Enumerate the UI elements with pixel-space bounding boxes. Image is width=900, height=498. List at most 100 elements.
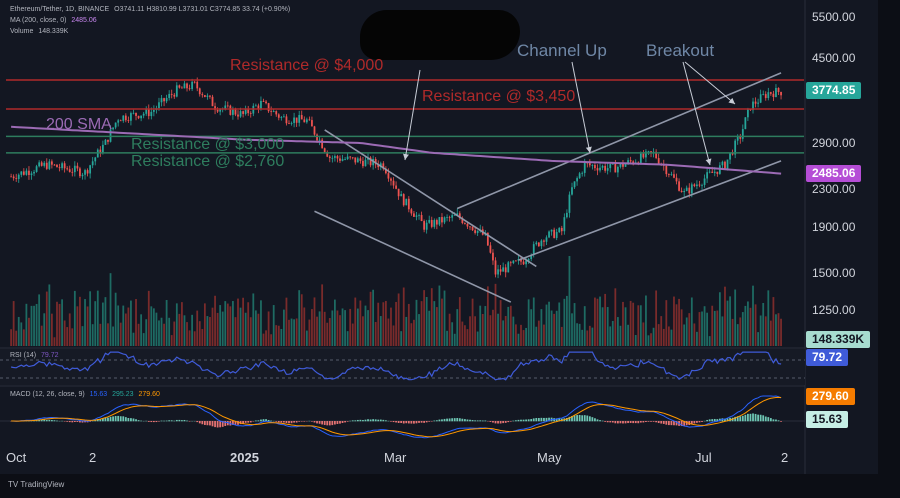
volume-bar [655,290,658,346]
volume-bar [10,329,12,346]
candle-body [137,115,140,119]
candle-body [392,180,395,186]
volume-bar [397,293,400,346]
candle-body [667,174,670,175]
volume-bar [308,319,311,346]
macd-histogram-bar [295,421,298,423]
candle-body [721,161,724,166]
macd-histogram-bar [469,419,471,422]
macd-histogram-bar [244,421,247,423]
candle-body [71,171,74,173]
macd-histogram-bar [665,421,668,425]
volume-bar [318,311,321,346]
macd-histogram-bar [716,419,719,422]
candle-body [76,165,79,169]
candle-body [476,230,479,233]
macd-histogram-bar [739,416,742,422]
volume-bar [690,297,693,346]
candle-body [293,117,295,123]
tradingview-logo: TV TradingView [8,480,64,489]
candle-body [734,140,737,155]
candle-body [10,176,12,178]
volume-bar [747,301,749,346]
candle-body [56,164,58,168]
macd-histogram-bar [591,417,594,422]
candle-body [112,127,114,130]
candle-body [107,139,109,142]
sma-200-line [11,125,782,175]
macd-histogram-bar [645,421,647,422]
volume-bar [33,305,35,346]
candle-body [675,177,678,182]
macd-histogram-bar [581,415,584,422]
macd-histogram-bar [390,421,392,422]
macd-histogram-bar [107,417,109,422]
candle-body [178,85,181,88]
macd-histogram-bar [683,421,686,426]
volume-bar [494,283,497,346]
candle-body [165,97,168,102]
macd-histogram-bar [344,421,346,423]
volume-bar [326,322,329,346]
candle-body [104,139,107,145]
volume-bar [99,323,102,346]
volume-bar [356,308,359,346]
candle-body [466,223,469,227]
macd-histogram-bar [219,421,222,428]
redaction-blob [360,10,520,60]
macd-histogram-bar [198,421,201,424]
volume-bar [142,333,145,346]
volume-bar [532,297,535,346]
volume-bar [466,329,469,346]
macd-histogram-bar [367,419,369,422]
volume-bar [35,303,38,346]
volume-bar [451,322,454,346]
volume-bar [305,330,308,346]
volume-bar [30,305,33,346]
macd-histogram-bar [405,421,408,424]
candle-body [272,111,275,112]
candle-body [359,158,362,161]
macd-histogram-bar [326,421,329,426]
volume-bar [53,337,56,346]
ohlc-values: O3741.11 H3810.99 L3731.01 C3774.85 33.7… [114,6,291,13]
macd-histogram-bar [232,421,234,425]
volume-bar [718,292,721,346]
candle-body [305,119,308,123]
macd-histogram-bar [323,421,326,425]
volume-bar [242,297,244,346]
sma-value-tag: 2485.06 [806,165,862,182]
arrow-breakout-lower [682,61,712,166]
candle-body [729,152,731,160]
macd-histogram-bar [45,420,48,422]
macd-histogram-bar [507,421,510,423]
volume-bar [660,316,663,346]
volume-bar [209,317,211,346]
candle-body [596,168,599,171]
candle-body [244,108,247,114]
candle-body [45,162,48,169]
candle-body [22,171,25,175]
macd-histogram-bar [201,421,204,425]
macd-histogram-bar [652,421,655,422]
volume-bar [354,297,357,346]
footer-bar: TV TradingView [0,474,900,498]
volume-bar [627,324,629,346]
macd-histogram-bar [407,421,410,424]
candle-body [497,269,499,275]
annotation-arrows [403,61,736,166]
volume-bar [772,297,775,346]
candle-body [382,163,385,169]
candle-body [277,114,280,118]
candle-body [267,103,270,112]
candle-body [333,156,336,158]
macd-histogram-bar [280,421,283,423]
volume-bar [285,297,288,346]
volume-bar [94,301,97,346]
volume-bar [244,312,247,346]
candle-body [657,158,660,164]
macd-histogram-bar [369,419,372,422]
volume-bar [581,329,584,346]
macd-histogram-bar [209,421,211,426]
